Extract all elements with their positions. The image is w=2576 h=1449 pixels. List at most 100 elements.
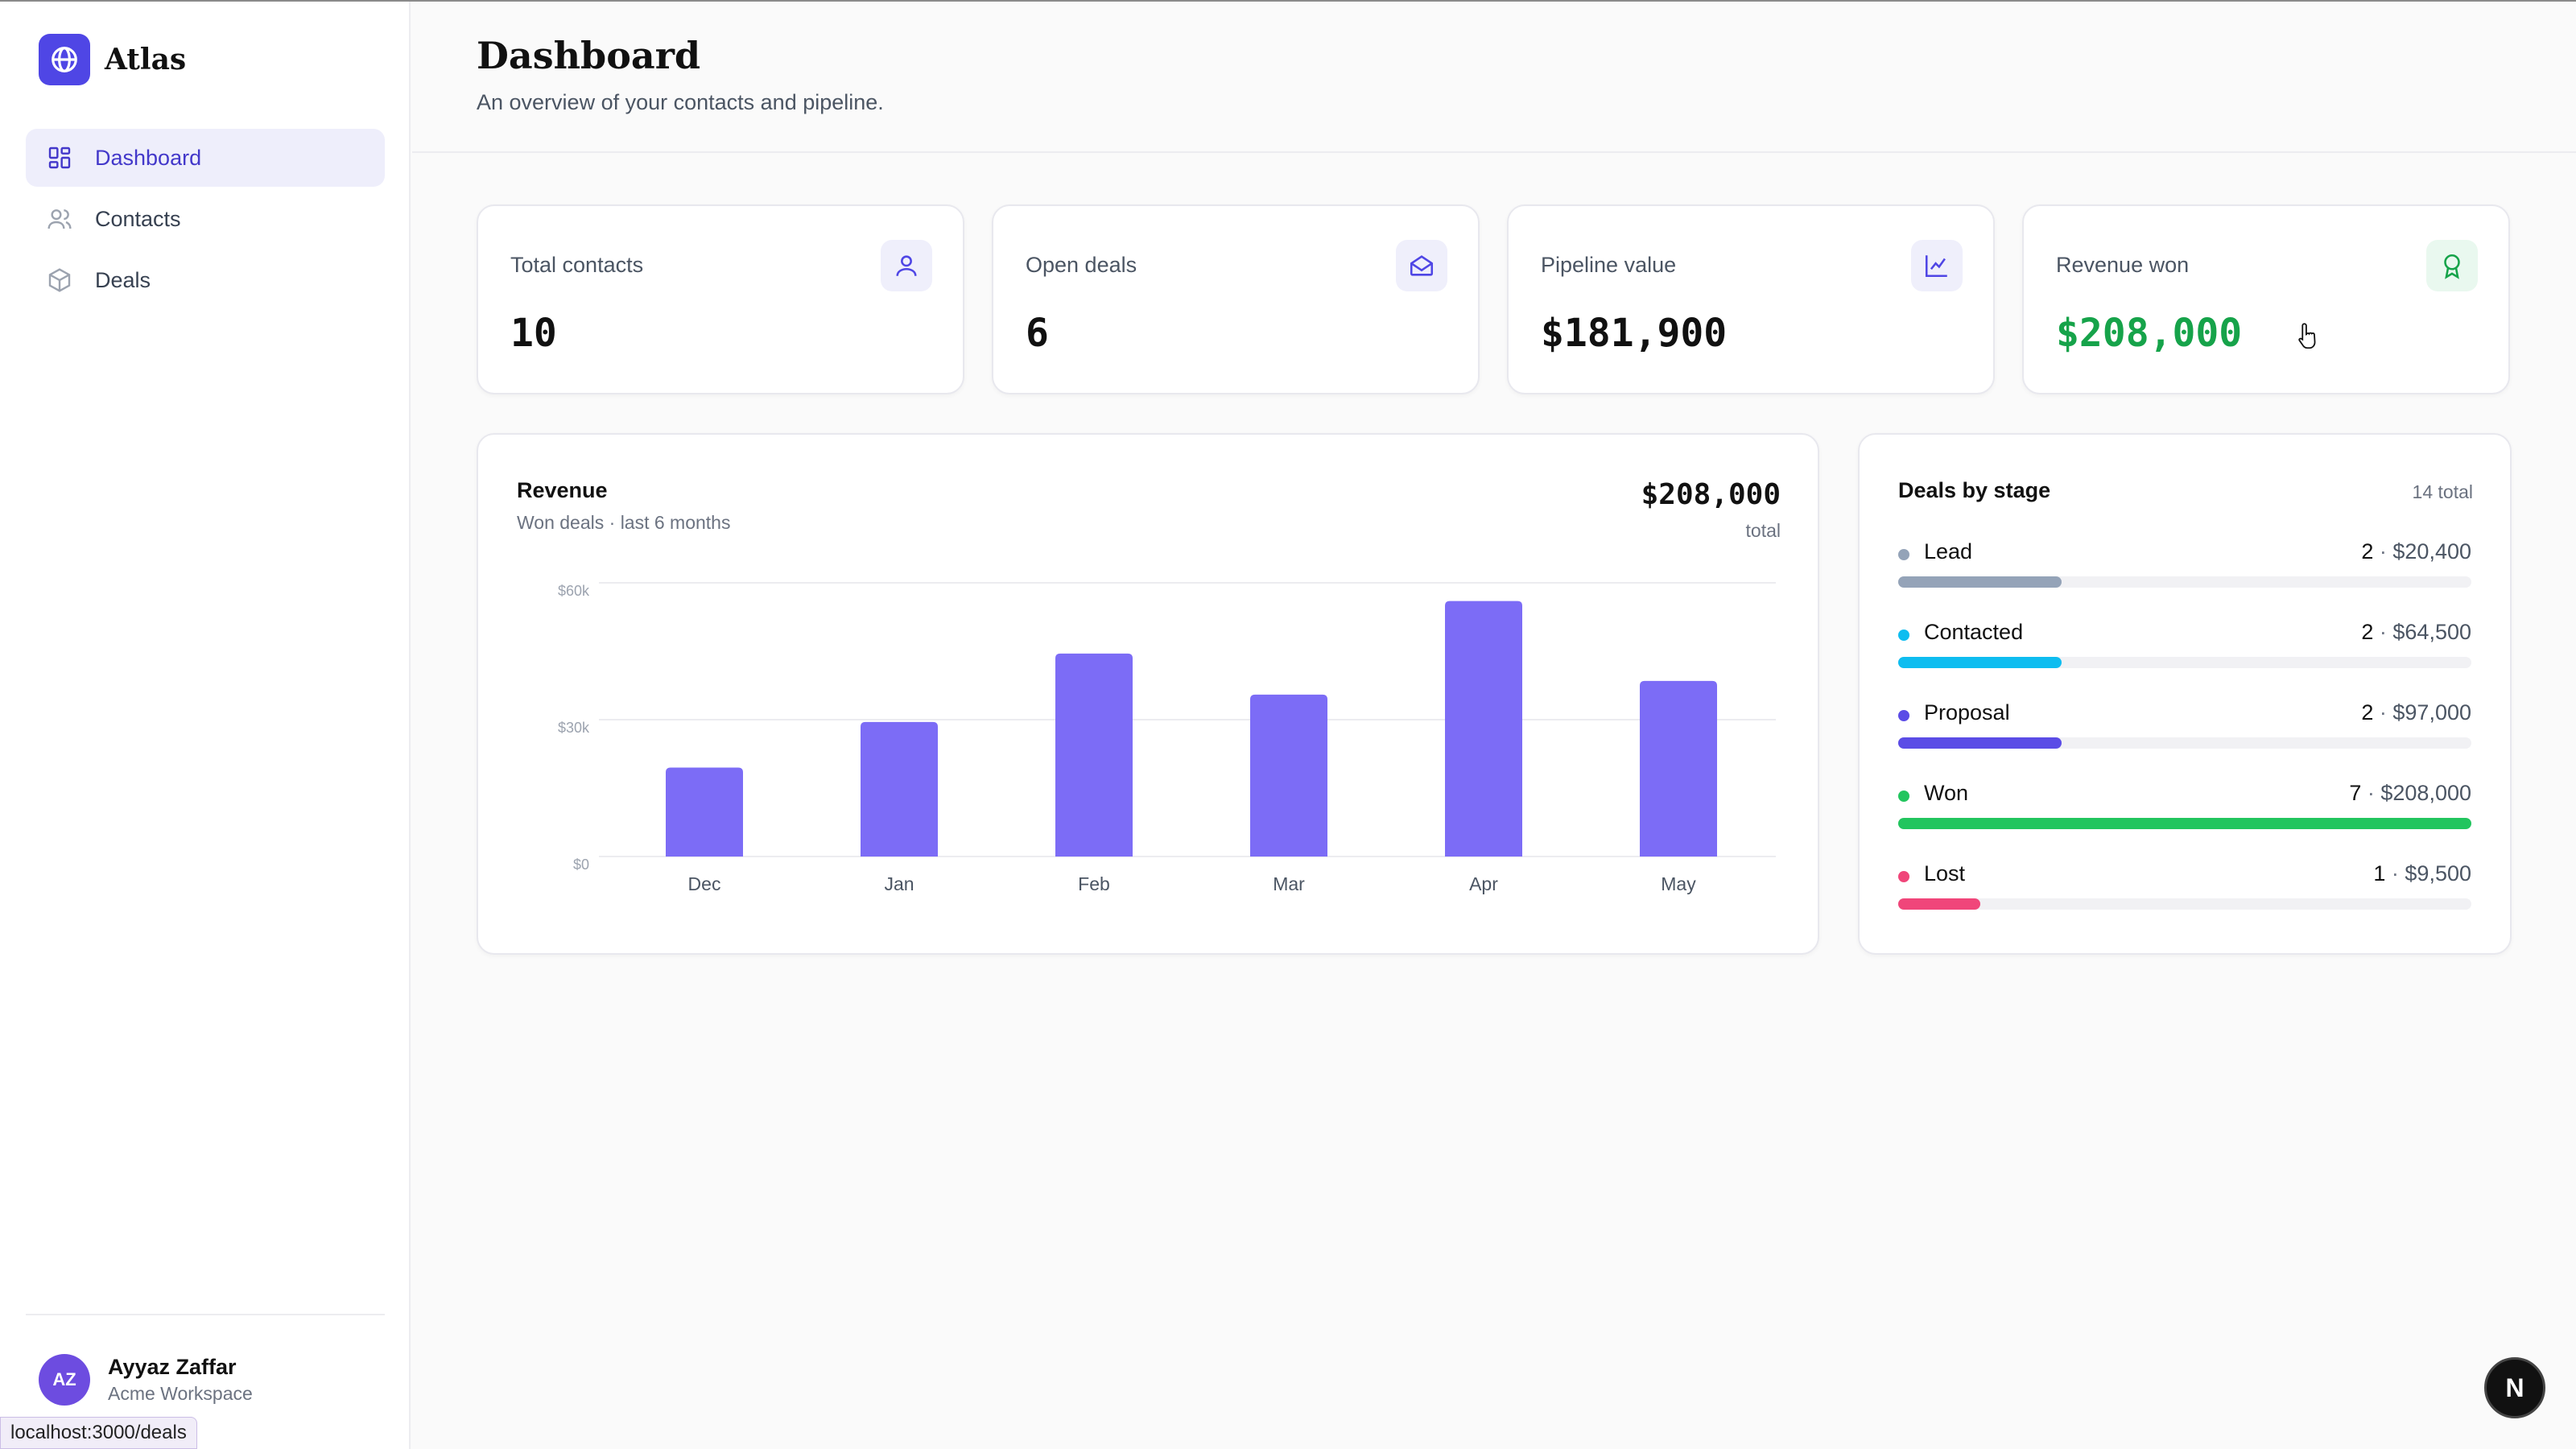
revenue-bar-may[interactable] bbox=[1640, 680, 1717, 857]
x-tick-label: May bbox=[1661, 873, 1696, 894]
nextjs-dev-badge[interactable]: N bbox=[2484, 1357, 2545, 1418]
page-title: Dashboard bbox=[477, 34, 701, 77]
revenue-bar-feb[interactable] bbox=[1055, 653, 1133, 857]
package-icon bbox=[45, 266, 74, 295]
stage-bar-track bbox=[1898, 737, 2471, 749]
revenue-bar-chart: $60k $30k $0 Dec Jan Feb Mar Apr May bbox=[558, 582, 1776, 894]
revenue-total-label: total bbox=[1745, 520, 1781, 541]
user-name: Ayyaz Zaffar bbox=[108, 1355, 237, 1379]
revenue-card: Revenue Won deals · last 6 months $208,0… bbox=[477, 433, 1819, 955]
stage-bar-fill bbox=[1898, 898, 1980, 910]
stage-bar-track bbox=[1898, 818, 2471, 829]
avatar: AZ bbox=[39, 1354, 90, 1406]
stage-amount: $20,400 bbox=[2392, 539, 2471, 564]
stage-color-dot bbox=[1898, 791, 1909, 802]
deals-total-count: 14 total bbox=[2412, 481, 2473, 502]
stat-value: $181,900 bbox=[1541, 311, 1728, 356]
stage-count: 1 bbox=[2373, 861, 2386, 886]
revenue-bar-apr[interactable] bbox=[1445, 601, 1522, 857]
stage-name: Won bbox=[1924, 781, 1969, 805]
stage-count: 2 bbox=[2361, 700, 2374, 724]
stage-bar-track bbox=[1898, 576, 2471, 588]
stage-summary: 2 · $64,500 bbox=[2361, 620, 2471, 644]
stat-value: 6 bbox=[1026, 311, 1049, 356]
stage-bar-fill bbox=[1898, 818, 2471, 829]
user-icon bbox=[881, 240, 932, 291]
stat-label: Pipeline value bbox=[1541, 253, 1677, 277]
page-subtitle: An overview of your contacts and pipelin… bbox=[477, 90, 884, 114]
status-bar-url: localhost:3000/deals bbox=[0, 1417, 197, 1449]
sidebar-item-contacts[interactable]: Contacts bbox=[26, 190, 385, 248]
revenue-bar-mar[interactable] bbox=[1250, 694, 1327, 857]
page-header: Dashboard An overview of your contacts a… bbox=[412, 2, 2576, 153]
stage-summary: 1 · $9,500 bbox=[2373, 861, 2471, 886]
stat-value: 10 bbox=[510, 311, 557, 356]
x-tick-label: Dec bbox=[688, 873, 721, 894]
x-tick-label: Apr bbox=[1469, 873, 1498, 894]
mail-open-icon bbox=[1396, 240, 1447, 291]
stage-list: Lead 2 · $20,400 Contacted 2 · $64,500 P… bbox=[1898, 539, 2471, 942]
deals-by-stage-title: Deals by stage bbox=[1898, 478, 2051, 502]
stage-color-dot bbox=[1898, 871, 1909, 882]
stat-card-open-deals: Open deals 6 bbox=[992, 204, 1480, 394]
stage-amount: $9,500 bbox=[2405, 861, 2471, 886]
stage-count: 2 bbox=[2361, 620, 2374, 644]
stage-row-lead: Lead 2 · $20,400 bbox=[1898, 539, 2471, 620]
x-tick-label: Feb bbox=[1078, 873, 1110, 894]
stage-summary: 7 · $208,000 bbox=[2349, 781, 2471, 805]
stage-bar-fill bbox=[1898, 657, 2062, 668]
stage-bar-fill bbox=[1898, 737, 2062, 749]
sidebar-item-label: Deals bbox=[95, 267, 151, 292]
stage-row-proposal: Proposal 2 · $97,000 bbox=[1898, 700, 2471, 781]
users-icon bbox=[45, 204, 74, 233]
sidebar-item-label: Dashboard bbox=[95, 145, 202, 170]
sidebar-nav: Dashboard Contacts Deals bbox=[26, 129, 385, 312]
sidebar-item-dashboard[interactable]: Dashboard bbox=[26, 129, 385, 187]
stage-color-dot bbox=[1898, 630, 1909, 641]
stage-name: Lead bbox=[1924, 539, 1973, 564]
stat-value: $208,000 bbox=[2056, 311, 2243, 356]
stage-row-lost: Lost 1 · $9,500 bbox=[1898, 861, 2471, 942]
stat-card-revenue-won: Revenue won $208,000 bbox=[2022, 204, 2510, 394]
revenue-total: $208,000 bbox=[1641, 478, 1781, 511]
stage-bar-track bbox=[1898, 898, 2471, 910]
stat-card-total-contacts: Total contacts 10 bbox=[477, 204, 964, 394]
workspace-name: Acme Workspace bbox=[108, 1383, 253, 1404]
window-top-edge bbox=[0, 0, 2576, 2]
revenue-bar-dec[interactable] bbox=[666, 767, 743, 857]
dashboard-grid-icon bbox=[45, 143, 74, 172]
stat-label: Total contacts bbox=[510, 253, 644, 277]
stage-name: Lost bbox=[1924, 861, 1966, 886]
sidebar-item-deals[interactable]: Deals bbox=[26, 251, 385, 309]
brand[interactable]: Atlas bbox=[39, 34, 186, 85]
stage-name: Contacted bbox=[1924, 620, 2024, 644]
stat-label: Revenue won bbox=[2056, 253, 2190, 277]
y-tick-label: $0 bbox=[573, 857, 589, 873]
line-chart-icon bbox=[1911, 240, 1963, 291]
user-profile[interactable]: AZ Ayyaz Zaffar Acme Workspace bbox=[39, 1354, 253, 1406]
brand-name: Atlas bbox=[105, 43, 187, 76]
stage-bar-track bbox=[1898, 657, 2471, 668]
sidebar: Atlas Dashboard bbox=[0, 2, 411, 1449]
stage-summary: 2 · $20,400 bbox=[2361, 539, 2471, 564]
revenue-bar-jan[interactable] bbox=[861, 721, 938, 857]
stat-card-pipeline-value: Pipeline value $181,900 bbox=[1507, 204, 1995, 394]
stage-name: Proposal bbox=[1924, 700, 2010, 724]
stage-color-dot bbox=[1898, 710, 1909, 721]
stage-amount: $208,000 bbox=[2380, 781, 2471, 805]
stat-label: Open deals bbox=[1026, 253, 1137, 277]
stage-row-won: Won 7 · $208,000 bbox=[1898, 781, 2471, 861]
y-tick-label: $30k bbox=[558, 720, 590, 736]
stage-count: 7 bbox=[2349, 781, 2362, 805]
divider bbox=[26, 1314, 385, 1315]
deals-by-stage-card: Deals by stage 14 total Lead 2 · $20,400… bbox=[1858, 433, 2512, 955]
stage-amount: $97,000 bbox=[2392, 700, 2471, 724]
globe-logo-icon bbox=[39, 34, 90, 85]
stage-row-contacted: Contacted 2 · $64,500 bbox=[1898, 620, 2471, 700]
sidebar-item-label: Contacts bbox=[95, 206, 181, 231]
award-icon bbox=[2426, 240, 2478, 291]
x-tick-label: Mar bbox=[1273, 873, 1305, 894]
revenue-title: Revenue bbox=[517, 478, 608, 502]
y-tick-label: $60k bbox=[558, 583, 590, 599]
stage-summary: 2 · $97,000 bbox=[2361, 700, 2471, 724]
